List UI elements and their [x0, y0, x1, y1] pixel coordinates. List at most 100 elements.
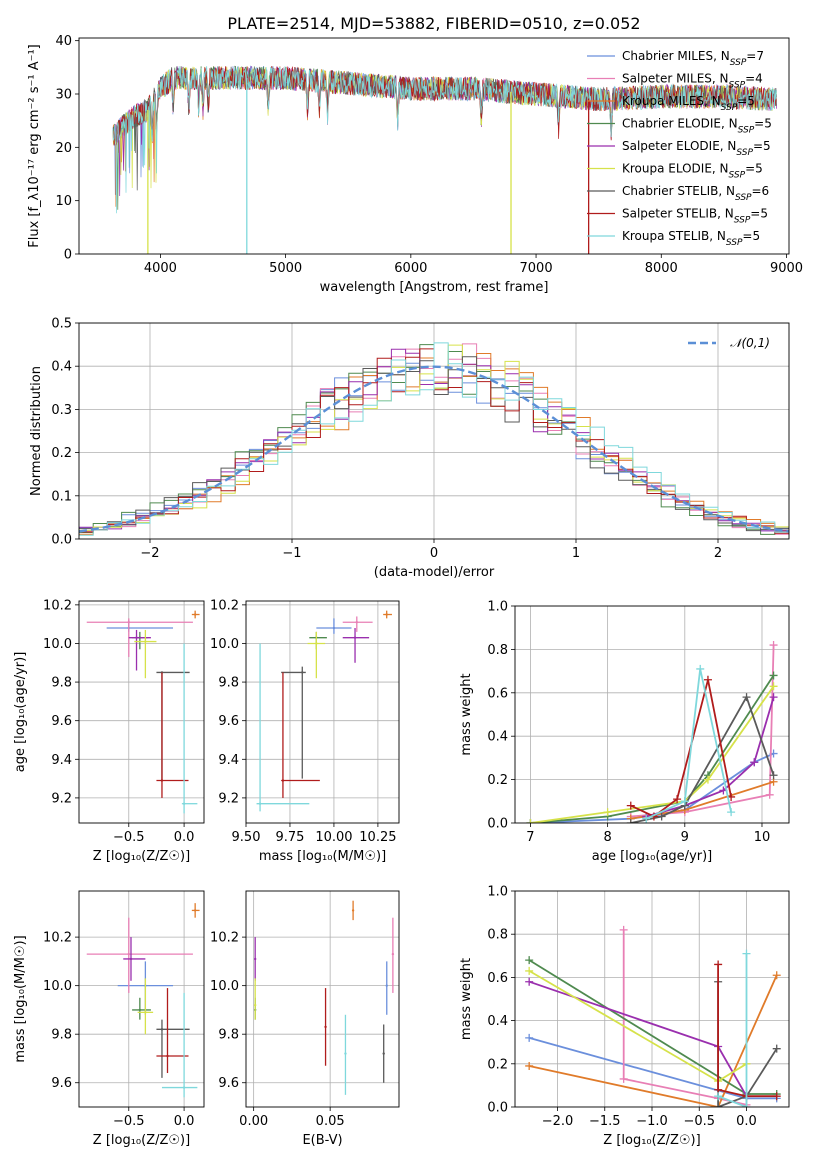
y-tick-label: 0.4 [487, 1014, 508, 1029]
axes-frame [245, 600, 400, 824]
grid [246, 601, 399, 823]
series-marker [603, 808, 612, 817]
y-tick-label: 9.8 [51, 676, 72, 691]
y-axis-label: Normed distribution [29, 366, 44, 496]
point-marker [391, 952, 395, 956]
series-marker [673, 795, 682, 804]
legend-label: Chabrier ELODIE, NSSP=5 [622, 117, 772, 136]
point-marker [385, 613, 388, 616]
series-marker [772, 1092, 781, 1101]
legend-label: Salpeter ELODIE, NSSP=5 [622, 139, 771, 158]
x-axis-label: Z [log₁₀(Z/Z☉)] [93, 849, 190, 864]
y-tick-label: 9.6 [218, 1076, 239, 1091]
axes-frame [78, 322, 790, 540]
point-marker [385, 984, 388, 987]
y-tick-label: 30 [55, 88, 72, 103]
y-tick-label: 10.2 [210, 598, 239, 613]
point-marker [351, 909, 355, 912]
y-tick-label: 1.0 [487, 885, 508, 900]
x-tick-label: −0.5 [113, 830, 145, 845]
point-chabrier-elodie [309, 631, 327, 650]
x-tick-label: 9.50 [232, 830, 261, 845]
point-marker [258, 802, 262, 805]
y-tick-label: 1.0 [487, 600, 508, 615]
series-marker [619, 1074, 628, 1083]
series-marker [525, 956, 534, 965]
point-marker [355, 621, 358, 624]
axes-frame [245, 890, 400, 1108]
legend-label: Salpeter STELIB, NSSP=5 [622, 207, 768, 226]
x-tick-label: −2 [140, 546, 159, 561]
series-chabrier-elodie [526, 671, 778, 823]
x-axis-label: E(B-V) [302, 1133, 342, 1148]
point-chabrier-stelib [281, 666, 306, 779]
x-tick-label: 5000 [269, 261, 302, 276]
series-salpeter-stelib [626, 675, 736, 821]
point-chabrier-stelib [382, 1024, 385, 1083]
point-salpeter-miles [342, 616, 373, 632]
x-axis-label: Z [log₁₀(Z/Z☉)] [93, 1133, 190, 1148]
series-marker [525, 977, 534, 986]
y-tick-label: 0.0 [487, 817, 508, 832]
series-marker [714, 1103, 723, 1107]
y-tick-label: 0.2 [487, 773, 508, 788]
axes-frame [78, 890, 205, 1108]
point-marker [182, 1086, 186, 1089]
axes-frame [514, 890, 790, 1108]
point-kroupa-stelib [161, 992, 198, 1098]
panel-mass_weight_vs_Z: −2.0 −1.5 −1.0 −0.5 0.0 0.0 0.2 0.4 0.6 0.8 1.0 Z [… [459, 885, 790, 1148]
y-tick-label: 9.6 [51, 1076, 72, 1091]
point-kroupa-miles [351, 900, 355, 921]
series-line [630, 645, 775, 818]
point-chabrier-elodie [132, 997, 151, 1020]
point-kroupa-miles [191, 903, 200, 918]
y-tick-label: 20 [55, 141, 72, 156]
series-line [622, 929, 747, 1106]
y-tick-label: 0.2 [51, 446, 72, 461]
y-tick-label: 0.3 [51, 403, 72, 418]
plot-area [515, 891, 789, 1107]
x-axis-label: mass [log₁₀(M/M☉)] [259, 849, 386, 864]
x-tick-label: −2.0 [542, 1114, 574, 1129]
y-tick-label: 10.0 [210, 979, 239, 994]
y-tick-label: 9.4 [51, 753, 72, 768]
x-tick-label: 7000 [520, 261, 553, 276]
y-tick-label: 0.0 [51, 533, 72, 548]
series-marker [703, 775, 712, 784]
series-kroupa-stelib [642, 664, 736, 823]
series-marker [742, 693, 751, 702]
x-tick-label: 9.75 [275, 830, 304, 845]
series-chabrier-stelib [626, 693, 778, 823]
point-marker [193, 613, 197, 616]
x-tick-label: −0.5 [683, 1114, 715, 1129]
x-tick-label: 1 [572, 546, 580, 561]
point-kroupa-stelib [181, 643, 198, 814]
point-marker [138, 1008, 142, 1012]
point-chabrier-miles [316, 618, 352, 634]
y-tick-label: 0.4 [487, 730, 508, 745]
x-tick-label: 4000 [144, 261, 177, 276]
panel-mass_weight_vs_age: 7 8 9 10 0.0 0.2 0.4 0.6 0.8 1.0 age [log₁₀(age/yr… [459, 600, 790, 864]
y-tick-label: 0.6 [487, 971, 508, 986]
x-tick-label: 8000 [645, 261, 678, 276]
x-tick-label: 2 [714, 546, 722, 561]
point-marker [193, 909, 197, 912]
y-axis-label: Flux [f_λ10⁻¹⁷ erg cm⁻² s⁻¹ A⁻¹] [27, 44, 42, 248]
y-tick-label: 0.2 [487, 1057, 508, 1072]
point-marker [324, 1025, 327, 1029]
panel-age_vs_Z: −0.5 0.0 9.2 9.4 9.6 9.8 10.0 10.2 Z [log₁₀(Z/Z☉… [13, 598, 205, 864]
y-tick-label: 0.4 [51, 360, 72, 375]
series-marker [769, 641, 778, 650]
y-tick-label: 10 [55, 194, 72, 209]
x-tick-label: 0.0 [736, 1114, 757, 1129]
series-marker [626, 819, 635, 823]
point-salpeter-elodie [128, 629, 151, 671]
panel-mass_vs_EBV: 0.00 0.05 9.6 9.8 10.0 10.2 E(B-V) [210, 890, 400, 1148]
point-kroupa-elodie [253, 978, 257, 1020]
x-axis-label: (data-model)/error [374, 565, 495, 580]
y-axis-label: age [log₁₀(age/yr)] [13, 652, 28, 773]
grid [79, 601, 204, 823]
series-marker [769, 671, 778, 680]
point-salpeter-elodie [342, 628, 370, 663]
